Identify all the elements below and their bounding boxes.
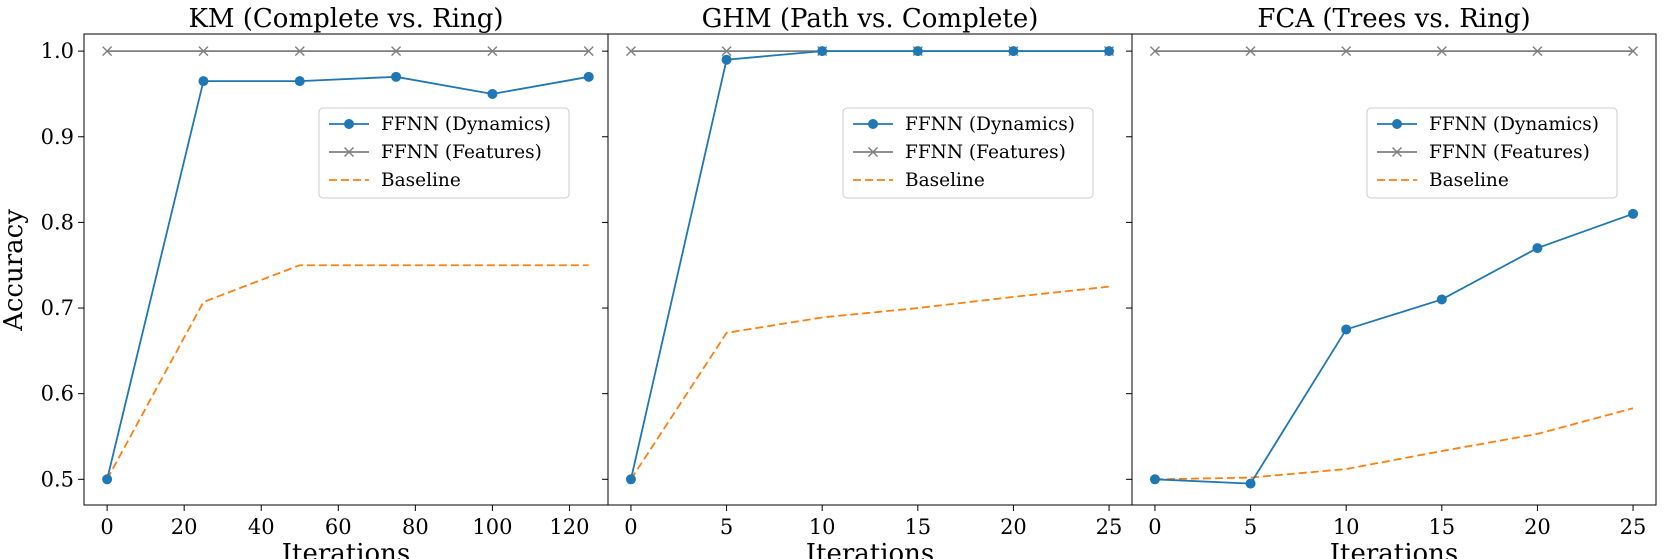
data-point-features xyxy=(1341,46,1352,57)
legend-label: Baseline xyxy=(905,170,985,191)
series-line-baseline xyxy=(106,264,589,480)
x-tick-label: 20 xyxy=(1524,515,1551,539)
x-tick-label: 10 xyxy=(809,515,836,539)
x-tick-label: 60 xyxy=(325,515,352,539)
data-point-features xyxy=(625,46,636,57)
x-axis-label: Iterations xyxy=(282,539,411,559)
legend-marker xyxy=(344,147,354,157)
data-point-dynamics xyxy=(487,88,498,99)
plot-frame xyxy=(607,33,1133,506)
data-point-dynamics xyxy=(912,46,923,57)
series-line-dynamics xyxy=(1154,212,1634,485)
series-line-baseline xyxy=(1154,407,1634,481)
x-tick-label: 5 xyxy=(720,515,733,539)
x-tick-label: 25 xyxy=(1620,515,1647,539)
x-tick-label: 20 xyxy=(1000,515,1027,539)
data-point-features xyxy=(1532,46,1543,57)
y-tick-label: 0.9 xyxy=(41,125,74,149)
legend-label: FFNN (Features) xyxy=(381,142,542,163)
data-point-features xyxy=(391,46,402,57)
y-tick-label: 1.0 xyxy=(41,39,74,63)
legend-label: FFNN (Features) xyxy=(1429,142,1590,163)
series-line-baseline xyxy=(630,285,1110,480)
panel-3: FCA (Trees vs. Ring) Iterations 0 5 10 15 20 25… xyxy=(1126,4,1657,559)
y-tick-label: 0.7 xyxy=(41,296,74,320)
legend-box xyxy=(318,107,570,199)
x-tick-label: 40 xyxy=(248,515,275,539)
data-point-features xyxy=(583,46,594,57)
data-point-features xyxy=(294,46,305,57)
data-point-dynamics xyxy=(102,474,113,485)
legend: FFNN (Dynamics) FFNN (Features) Baseline xyxy=(318,107,570,199)
legend-label: FFNN (Features) xyxy=(905,142,1066,163)
x-tick-label: 100 xyxy=(472,515,512,539)
data-point-dynamics xyxy=(1245,478,1256,489)
legend-box xyxy=(842,107,1094,199)
panel-2: GHM (Path vs. Complete) Iterations 0 5 10 15 2… xyxy=(602,4,1133,559)
series-line-dynamics xyxy=(106,75,589,480)
x-tick-label: 0 xyxy=(1148,515,1161,539)
data-point-features xyxy=(487,46,498,57)
data-point-features xyxy=(198,46,209,57)
data-point-features xyxy=(1245,46,1256,57)
data-point-dynamics xyxy=(391,71,402,82)
data-point-dynamics xyxy=(625,474,636,485)
data-point-dynamics xyxy=(583,71,594,82)
x-tick-label: 0 xyxy=(100,515,113,539)
x-tick-label: 20 xyxy=(171,515,198,539)
x-tick-label: 15 xyxy=(1428,515,1455,539)
y-tick-label: 0.6 xyxy=(41,382,74,406)
data-point-dynamics xyxy=(1628,208,1639,219)
legend-marker xyxy=(344,119,354,129)
x-tick-label: 10 xyxy=(1333,515,1360,539)
x-tick-label: 15 xyxy=(904,515,931,539)
data-point-dynamics xyxy=(1008,46,1019,57)
plot-frame xyxy=(1131,33,1657,506)
data-point-features xyxy=(721,46,732,57)
legend-marker xyxy=(1392,147,1402,157)
data-point-dynamics xyxy=(721,54,732,65)
x-tick-label: 5 xyxy=(1244,515,1257,539)
legend-label: FFNN (Dynamics) xyxy=(905,114,1075,135)
y-axis-label: Accuracy xyxy=(0,209,29,332)
x-tick-label: 80 xyxy=(402,515,429,539)
data-point-dynamics xyxy=(294,76,305,87)
x-tick-label: 25 xyxy=(1096,515,1123,539)
x-tick-label: 0 xyxy=(624,515,637,539)
data-point-dynamics xyxy=(198,76,209,87)
legend-label: Baseline xyxy=(381,170,461,191)
y-tick-label: 0.8 xyxy=(41,210,74,234)
x-axis-label: Iterations xyxy=(806,539,935,559)
legend: FFNN (Dynamics) FFNN (Features) Baseline xyxy=(1366,107,1618,199)
legend-box xyxy=(1366,107,1618,199)
data-point-features xyxy=(102,46,113,57)
legend-marker xyxy=(868,119,878,129)
data-point-features xyxy=(1149,46,1160,57)
data-point-dynamics xyxy=(817,46,828,57)
x-axis-label: Iterations xyxy=(1330,539,1459,559)
legend-label: Baseline xyxy=(1429,170,1509,191)
plot-frame xyxy=(83,33,609,506)
data-point-dynamics xyxy=(1532,243,1543,254)
data-point-features xyxy=(1628,46,1639,57)
legend-marker xyxy=(868,147,878,157)
legend: FFNN (Dynamics) FFNN (Features) Baseline xyxy=(842,107,1094,199)
data-point-dynamics xyxy=(1341,324,1352,335)
series-line-dynamics xyxy=(630,50,1110,480)
legend-label: FFNN (Dynamics) xyxy=(381,114,551,135)
y-tick-label: 0.5 xyxy=(41,467,74,491)
panel-1: KM (Complete vs. Ring) Iterations 0 20 40 60 8… xyxy=(41,4,609,559)
data-point-dynamics xyxy=(1104,46,1115,57)
data-point-dynamics xyxy=(1436,294,1447,305)
panel-title: FCA (Trees vs. Ring) xyxy=(1257,4,1530,34)
x-tick-label: 120 xyxy=(549,515,589,539)
panel-title: GHM (Path vs. Complete) xyxy=(702,4,1039,34)
data-point-dynamics xyxy=(1149,474,1160,485)
legend-marker xyxy=(1392,119,1402,129)
panel-title: KM (Complete vs. Ring) xyxy=(188,4,503,34)
data-point-features xyxy=(1436,46,1447,57)
legend-label: FFNN (Dynamics) xyxy=(1429,114,1599,135)
